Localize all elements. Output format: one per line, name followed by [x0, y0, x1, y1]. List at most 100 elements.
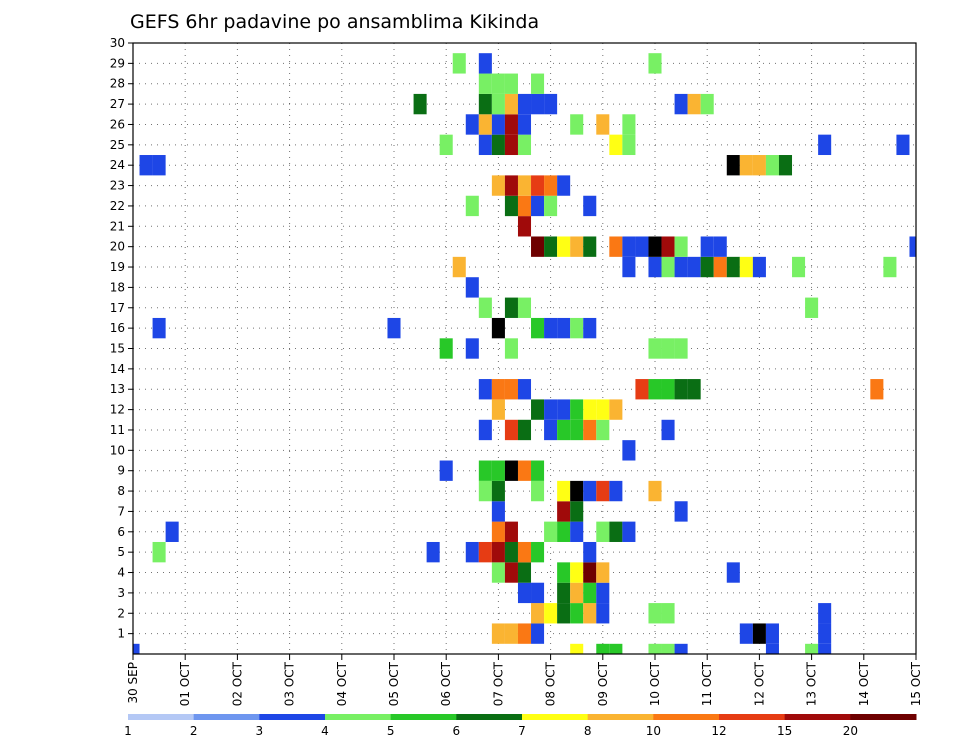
y-tick-label: 3	[117, 586, 125, 600]
colorbar-label: 10	[646, 724, 661, 738]
ensemble-cell	[570, 480, 584, 502]
ensemble-cell	[557, 603, 571, 624]
ensemble-cell	[583, 317, 597, 339]
colorbar-label: 7	[518, 724, 526, 738]
ensemble-cell	[661, 419, 675, 441]
ensemble-cell	[139, 155, 153, 176]
ensemble-cell	[739, 623, 753, 644]
ensemble-cell	[465, 277, 479, 298]
ensemble-cell	[491, 623, 505, 644]
ensemble-cell	[491, 521, 505, 542]
x-tick-label: 03 OCT	[283, 661, 297, 706]
ensemble-cell	[478, 480, 492, 502]
colorbar: 1 2 3 4 5 6 7 8 10 12 15 20	[124, 714, 917, 738]
x-tick-label: 09 OCT	[596, 661, 610, 706]
ensemble-cell	[583, 562, 597, 583]
ensemble-cell	[491, 317, 505, 339]
ensemble-cell	[491, 379, 505, 400]
ensemble-cell	[648, 603, 662, 624]
ensemble-cell	[661, 256, 675, 278]
ensemble-cell	[531, 317, 545, 339]
ensemble-cell	[596, 521, 610, 542]
ensemble-cell	[504, 73, 518, 94]
ensemble-cell	[687, 93, 701, 115]
ensemble-cell	[570, 236, 584, 257]
ensemble-cell	[648, 256, 662, 278]
ensemble-cell	[674, 501, 688, 522]
ensemble-cell	[570, 521, 584, 542]
ensemble-cell	[674, 338, 688, 359]
ensemble-cell	[531, 603, 545, 624]
colorbar-swatch	[456, 714, 523, 720]
ensemble-cell	[452, 53, 466, 74]
ensemble-cell	[504, 195, 518, 217]
ensemble-cell	[491, 541, 505, 563]
ensemble-cell	[504, 521, 518, 542]
ensemble-cell	[805, 643, 819, 654]
ensemble-cell	[583, 195, 597, 217]
ensemble-cell	[674, 93, 688, 115]
ensemble-cell	[792, 256, 806, 278]
ensemble-cell	[661, 338, 675, 359]
ensemble-cell	[583, 582, 597, 604]
ensemble-cell	[674, 256, 688, 278]
ensemble-cell	[622, 236, 636, 257]
y-tick-label: 14	[110, 362, 125, 376]
ensemble-cell	[517, 93, 532, 115]
ensemble-cell	[426, 541, 440, 563]
ensemble-cell	[557, 582, 571, 604]
ensemble-cell	[765, 155, 779, 176]
x-tick-label: 10 OCT	[648, 661, 662, 706]
ensemble-cell	[609, 521, 623, 542]
ensemble-cell	[544, 195, 558, 217]
ensemble-cell	[805, 297, 819, 318]
ensemble-cell	[609, 643, 623, 654]
ensemble-cell	[491, 175, 505, 196]
x-tick-label: 01 OCT	[178, 661, 192, 706]
ensemble-cell	[504, 379, 518, 400]
ensemble-cell	[818, 134, 832, 156]
ensemble-cell	[596, 419, 610, 441]
ensemble-cell	[739, 256, 753, 278]
ensemble-cell	[622, 256, 636, 278]
x-tick-label: 08 OCT	[544, 661, 558, 706]
y-tick-label: 4	[117, 566, 125, 580]
ensemble-cell	[504, 93, 518, 115]
ensemble-cell	[478, 73, 492, 94]
ensemble-cell	[674, 643, 688, 654]
y-tick-label: 25	[110, 138, 125, 152]
y-tick-label: 16	[110, 321, 125, 335]
ensemble-cell	[752, 155, 766, 176]
colorbar-swatch	[128, 714, 195, 720]
ensemble-cell	[504, 114, 518, 135]
ensemble-cell	[570, 501, 584, 522]
ensemble-cell	[504, 134, 518, 156]
ensemble-cell	[557, 562, 571, 583]
ensemble-cell	[648, 53, 662, 74]
ensemble-cell	[504, 623, 518, 644]
ensemble-cell	[413, 93, 427, 115]
ensemble-cell	[152, 541, 166, 563]
y-tick-label: 13	[110, 382, 125, 396]
ensemble-cell	[491, 501, 505, 522]
colorbar-label: 3	[256, 724, 264, 738]
y-tick-label: 19	[110, 260, 125, 274]
ensemble-cell	[531, 195, 545, 217]
ensemble-cell	[726, 562, 740, 583]
ensemble-cell	[726, 155, 740, 176]
y-tick-label: 7	[117, 504, 125, 518]
ensemble-cell	[596, 114, 610, 135]
ensemble-cell	[478, 134, 492, 156]
ensemble-cell	[648, 643, 662, 654]
ensemble-cell	[517, 419, 532, 441]
ensemble-cell	[726, 256, 740, 278]
ensemble-cell	[478, 53, 492, 74]
x-axis-ticks: 30 SEP 01 OCT 02 OCT 03 OCT 04 OCT 05 OCT 06 O…	[126, 654, 923, 706]
ensemble-cell	[531, 175, 545, 196]
ensemble-cell	[504, 460, 518, 481]
ensemble-cell	[531, 480, 545, 502]
ensemble-cell	[478, 419, 492, 441]
ensemble-cell	[544, 93, 558, 115]
ensemble-cell	[778, 155, 793, 176]
colorbar-swatch	[587, 714, 654, 720]
